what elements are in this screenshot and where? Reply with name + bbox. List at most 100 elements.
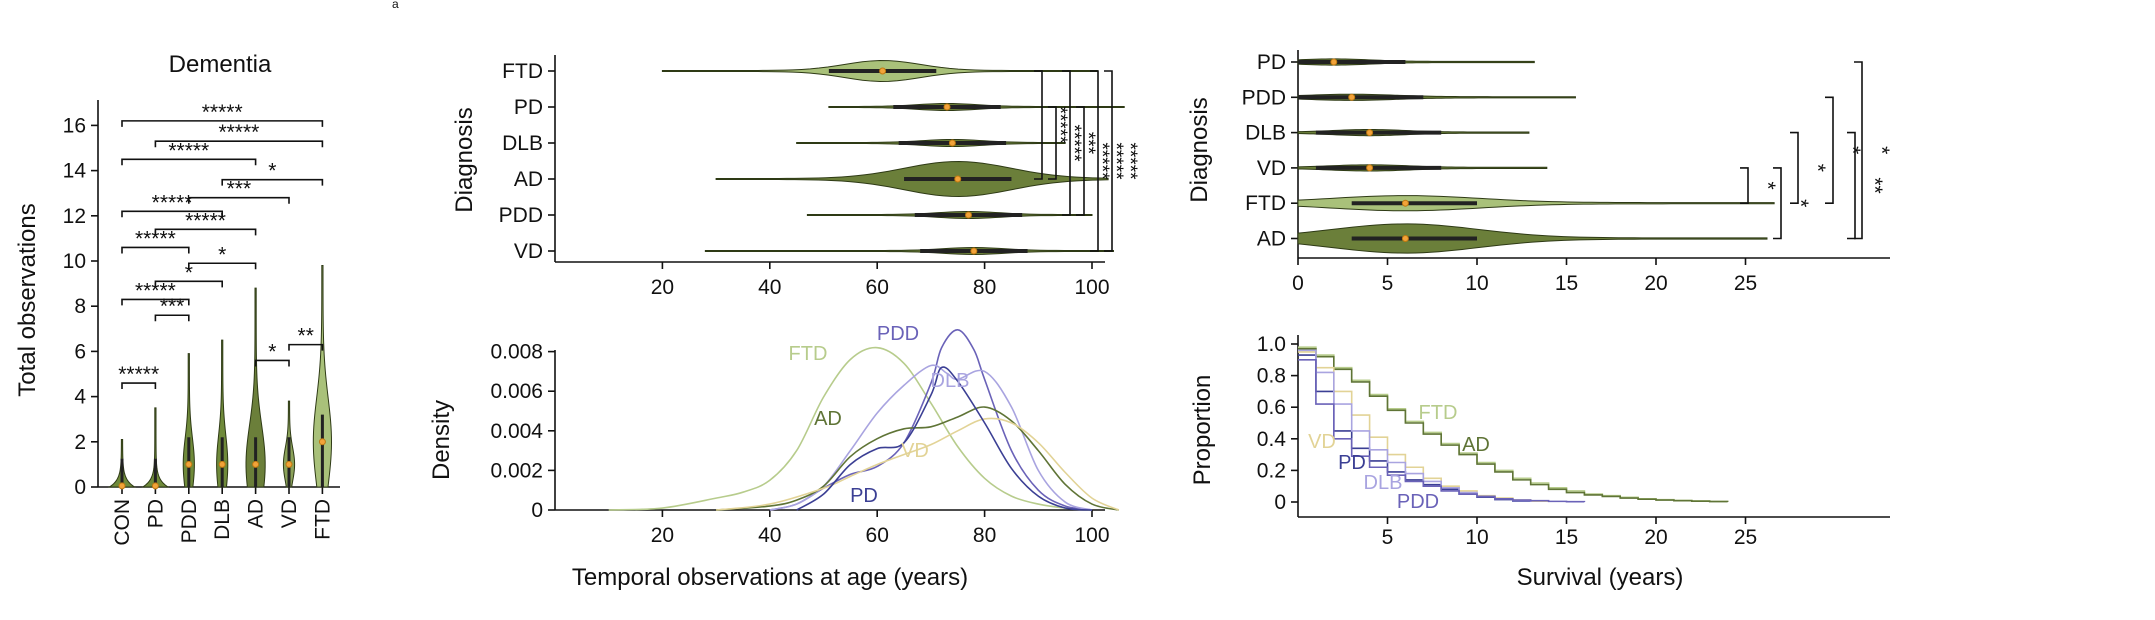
panel-d-sig-bracket: [1790, 131, 1799, 204]
panel-a-sig-bracket: [121, 382, 157, 390]
panel-a-ytick-label: 8: [74, 295, 86, 318]
panel-a-sig-bracket: [254, 359, 290, 367]
panel-e-label-pdd: PDD: [1397, 491, 1439, 513]
panel-a-sig-bracket: [121, 210, 223, 218]
panel-d-ytick-label: AD: [1257, 228, 1286, 251]
panel-b-sig-bracket: [1090, 70, 1099, 252]
panel-b-sig-bracket: [1048, 106, 1057, 180]
panel-e-ytick-label: 0.6: [1257, 396, 1286, 419]
panel-a-xtick-label: FTD: [311, 499, 334, 540]
panel-c-xtick-label: 80: [973, 524, 996, 547]
panel-a-sig-label: **: [298, 325, 314, 348]
panel-b-ytick-label: VD: [514, 240, 543, 263]
panel-c-xtick-label: 60: [866, 524, 889, 547]
panel-e-series-ad: [1298, 347, 1729, 503]
panel-a-median-pd: [151, 482, 159, 490]
panel-e-xlabel: Survival (years): [1517, 564, 1684, 591]
panel-a-sig-label: *****: [135, 279, 176, 302]
panel-b-median-pdd: [964, 211, 972, 219]
panel-e-ytick-label: 0.4: [1257, 428, 1287, 451]
panel-c-series-pd: [796, 366, 1093, 511]
panel-b-age-violins: Diagnosis 20 40 60 80 100FTDPDDLBADPDDVD****…: [451, 55, 1140, 299]
panel-d-sig-label: **: [1863, 177, 1886, 193]
panel-c-xlabel: Temporal observations at age (years): [572, 564, 968, 591]
panel-e-xtick-label: 5: [1382, 526, 1394, 549]
panel-d-median-pd: [1330, 58, 1338, 66]
panel-d-sig-label: *: [1841, 146, 1864, 154]
panel-a-sig-bracket: [188, 262, 257, 270]
panel-d-ytick-label: PDD: [1242, 86, 1286, 109]
panel-e-survival-curves: Proportion Survival (years) 0 0.2 0.4 0.6 0.…: [1189, 333, 1890, 591]
panel-b-median-ad: [954, 175, 962, 183]
panel-b-sig-bracket: [1104, 70, 1113, 252]
panel-a-violin-ad: [245, 287, 266, 488]
panel-d-violin-ftd: [1297, 195, 1775, 212]
panel-a-ytick-label: 6: [74, 340, 86, 363]
panel-d-xtick-label: 10: [1465, 272, 1488, 295]
panel-d-median-pdd: [1348, 93, 1356, 101]
panel-b-sig-label: ***: [1077, 132, 1098, 155]
panel-a-ytick-label: 2: [74, 431, 86, 454]
panel-d-survival-violins: Diagnosis 0 5 10 15 20 25PDPDDDLBVDFTDAD*****…: [1186, 50, 1893, 295]
panel-b-sig-label: *****: [1105, 143, 1126, 181]
panel-a-sig-label: *****: [118, 363, 159, 386]
panel-a-median-con: [118, 482, 126, 490]
panel-a-xtick-label: PD: [144, 499, 167, 528]
panel-a-sig-label: ***: [227, 178, 252, 201]
panel-d-ytick-label: DLB: [1245, 122, 1286, 145]
panel-e-label-dlb: DLB: [1364, 472, 1403, 494]
panel-d-sig-bracket: [1740, 167, 1749, 204]
panel-b-xtick-label: 60: [866, 276, 889, 299]
panel-a-xtick-label: AD: [245, 499, 268, 528]
panel-b-ytick-label: PD: [514, 96, 543, 119]
panel-b-ytick-label: PDD: [499, 204, 543, 227]
panel-a-sig-bracket: [121, 158, 257, 166]
panel-d-median-ftd: [1401, 199, 1409, 207]
panel-c-series-ad: [716, 406, 1120, 511]
panel-e-ytick-label: 0: [1274, 491, 1286, 514]
panel-c-label-vd: VD: [901, 440, 929, 462]
panel-c-xtick-label: 40: [758, 524, 781, 547]
panel-d-sig-label: *: [1806, 164, 1829, 172]
panel-a-violin-dlb: [216, 339, 229, 488]
panel-a-median-pdd: [185, 460, 193, 468]
panel-a-ylabel: Total observations: [14, 203, 41, 396]
panel-d-xtick-label: 5: [1382, 272, 1394, 295]
panel-b-sig-label: *****: [1049, 107, 1070, 145]
panel-e-xtick-label: 10: [1465, 526, 1488, 549]
panel-d-xtick-label: 15: [1555, 272, 1578, 295]
panel-c-series-vd: [716, 417, 1120, 511]
panel-a-sig-label: *: [218, 243, 226, 266]
panel-e-series-pdd: [1298, 359, 1586, 503]
panel-d-sig-bracket: [1847, 131, 1856, 240]
panel-a-sig-label: *****: [218, 121, 259, 144]
panel-a-total-observations: Dementia Total observations 0 2 4 6 8 10 12 14 1…: [14, 51, 340, 546]
panel-d-sig-bracket: [1825, 96, 1834, 204]
panel-b-median-dlb: [948, 139, 956, 147]
panel-d-ytick-label: PD: [1257, 51, 1286, 74]
panel-a-sig-bracket: [221, 178, 324, 186]
panel-e-ytick-label: 0.2: [1257, 459, 1286, 482]
panel-e-label-pd: PD: [1338, 452, 1366, 474]
panel-c-series-pdd: [769, 329, 1093, 511]
panel-a-xtick-label: PDD: [178, 499, 201, 543]
panel-d-median-dlb: [1366, 129, 1374, 137]
panel-c-label-pd: PD: [850, 485, 878, 507]
panel-a-xtick-label: CON: [111, 499, 134, 546]
panel-a-ytick-label: 16: [63, 114, 86, 137]
panel-b-sig-bracket: [1034, 70, 1043, 180]
panel-e-label-vd: VD: [1308, 431, 1336, 453]
panel-a-median-vd: [285, 460, 293, 468]
panel-a-ytick-label: 12: [63, 205, 86, 228]
panel-d-xtick-label: 0: [1292, 272, 1304, 295]
panel-e-label-ad: AD: [1462, 434, 1490, 456]
panel-d-ylabel: Diagnosis: [1186, 97, 1213, 202]
panel-a-sig-label: *****: [135, 227, 176, 250]
panel-b-ytick-label: DLB: [502, 132, 543, 155]
panel-a-violin-pdd: [182, 353, 195, 488]
panel-a-sig-label: *****: [168, 139, 209, 162]
panel-e-series-pd: [1298, 354, 1532, 503]
panel-c-series-ftd: [608, 346, 1093, 511]
panel-b-xtick-label: 100: [1074, 276, 1109, 299]
panel-a-violin-ftd: [312, 265, 332, 488]
